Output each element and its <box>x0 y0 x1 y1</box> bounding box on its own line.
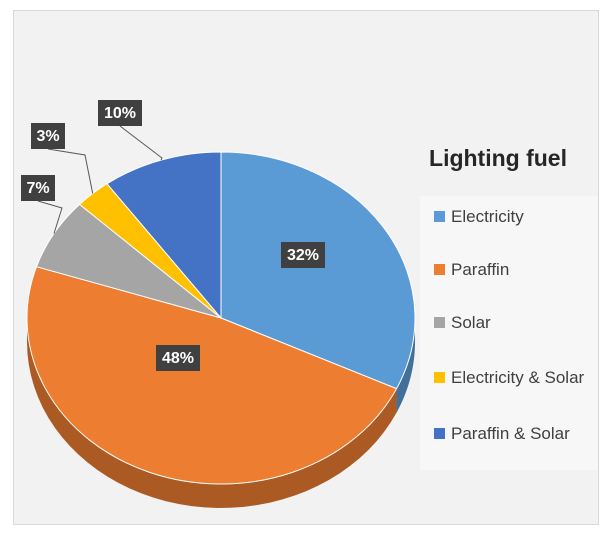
leader-line <box>119 125 163 161</box>
data-label: 10% <box>104 105 136 122</box>
legend: Electricity Paraffin Solar Electricity & So… <box>420 196 598 470</box>
leader-line <box>37 200 63 234</box>
chart-title: Lighting fuel <box>429 145 567 171</box>
pie-slice <box>220 151 416 390</box>
data-label-box <box>98 100 142 126</box>
legend-item: Paraffin & Solar <box>434 423 594 444</box>
data-label-box <box>31 123 65 149</box>
pie-slice <box>26 266 398 485</box>
legend-item: Solar <box>434 312 594 333</box>
legend-swatch <box>434 317 445 328</box>
data-label: 32% <box>287 247 319 264</box>
legend-label: Paraffin <box>451 260 510 279</box>
legend-label: Paraffin & Solar <box>451 424 570 443</box>
data-label: 3% <box>36 128 59 145</box>
pie-tops <box>26 151 416 485</box>
data-label-box <box>156 345 200 371</box>
data-label: 7% <box>26 180 49 197</box>
legend-label: Solar <box>451 313 491 332</box>
slice-side <box>396 318 415 413</box>
legend-label: Electricity & Solar <box>451 368 585 387</box>
legend-swatch <box>434 211 445 222</box>
data-label-box <box>281 242 325 268</box>
data-label: 48% <box>162 350 194 367</box>
leader-line <box>47 148 94 194</box>
legend-item: Paraffin <box>434 259 594 280</box>
legend-swatch <box>434 372 445 383</box>
legend-item: Electricity & Solar <box>434 367 594 388</box>
pie-slice <box>106 151 222 320</box>
legend-label: Electricity <box>451 207 524 226</box>
legend-item: Electricity <box>434 206 594 227</box>
slice-side <box>27 318 397 508</box>
legend-swatch <box>434 264 445 275</box>
data-label-box <box>21 175 55 201</box>
pie-sides <box>27 318 415 508</box>
legend-swatch <box>434 428 445 439</box>
